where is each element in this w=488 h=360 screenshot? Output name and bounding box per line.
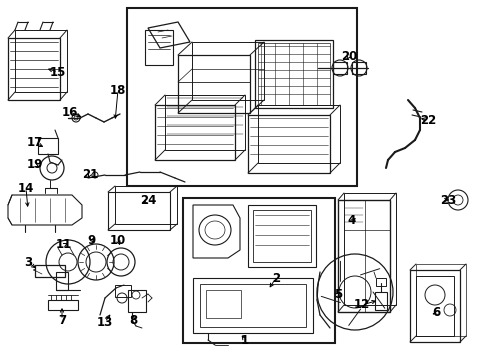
Bar xyxy=(164,95,244,150)
Bar xyxy=(178,55,249,113)
Text: 18: 18 xyxy=(110,84,126,96)
Bar xyxy=(415,264,465,336)
Bar xyxy=(108,192,170,230)
Bar xyxy=(332,62,346,74)
Text: 10: 10 xyxy=(110,234,126,247)
Bar xyxy=(56,272,68,290)
Text: 9: 9 xyxy=(88,234,96,247)
Text: 2: 2 xyxy=(271,271,280,284)
Bar xyxy=(183,198,334,343)
Bar xyxy=(192,42,264,100)
Bar xyxy=(374,292,386,310)
Text: 15: 15 xyxy=(50,66,66,78)
Bar xyxy=(35,265,65,277)
Text: 24: 24 xyxy=(140,194,156,207)
Bar xyxy=(115,186,177,224)
Text: 16: 16 xyxy=(61,105,78,118)
Bar xyxy=(258,43,329,105)
Text: 8: 8 xyxy=(129,314,137,327)
Bar xyxy=(115,285,131,297)
Bar xyxy=(375,278,385,286)
Bar xyxy=(128,290,146,312)
Bar xyxy=(155,105,235,160)
Bar xyxy=(337,200,389,312)
Text: 7: 7 xyxy=(58,314,66,327)
Bar xyxy=(409,270,459,342)
Bar xyxy=(247,205,315,267)
Text: 19: 19 xyxy=(27,158,43,171)
Text: 6: 6 xyxy=(431,306,439,320)
Bar xyxy=(38,138,58,154)
Bar xyxy=(205,290,241,318)
Text: 14: 14 xyxy=(18,181,34,194)
Bar xyxy=(343,193,395,305)
Text: 12: 12 xyxy=(353,298,369,311)
Text: 4: 4 xyxy=(347,215,355,228)
Bar xyxy=(145,30,173,65)
Text: 22: 22 xyxy=(419,113,435,126)
Bar xyxy=(193,278,312,333)
Text: 3: 3 xyxy=(24,256,32,269)
Text: 21: 21 xyxy=(81,167,98,180)
Bar xyxy=(15,30,67,92)
Bar xyxy=(247,115,329,173)
Bar xyxy=(254,40,332,108)
Bar xyxy=(127,8,356,186)
Bar xyxy=(258,105,339,163)
Text: 5: 5 xyxy=(333,288,342,301)
Text: 23: 23 xyxy=(439,194,455,207)
Text: 17: 17 xyxy=(27,136,43,149)
Text: 13: 13 xyxy=(97,315,113,328)
Bar xyxy=(48,300,78,310)
Bar xyxy=(252,210,310,262)
Text: 1: 1 xyxy=(241,333,248,346)
Bar xyxy=(351,62,365,74)
Bar xyxy=(200,284,305,327)
Bar xyxy=(8,38,60,100)
Bar xyxy=(415,276,453,336)
Text: 20: 20 xyxy=(340,49,356,63)
Text: 11: 11 xyxy=(56,238,72,252)
